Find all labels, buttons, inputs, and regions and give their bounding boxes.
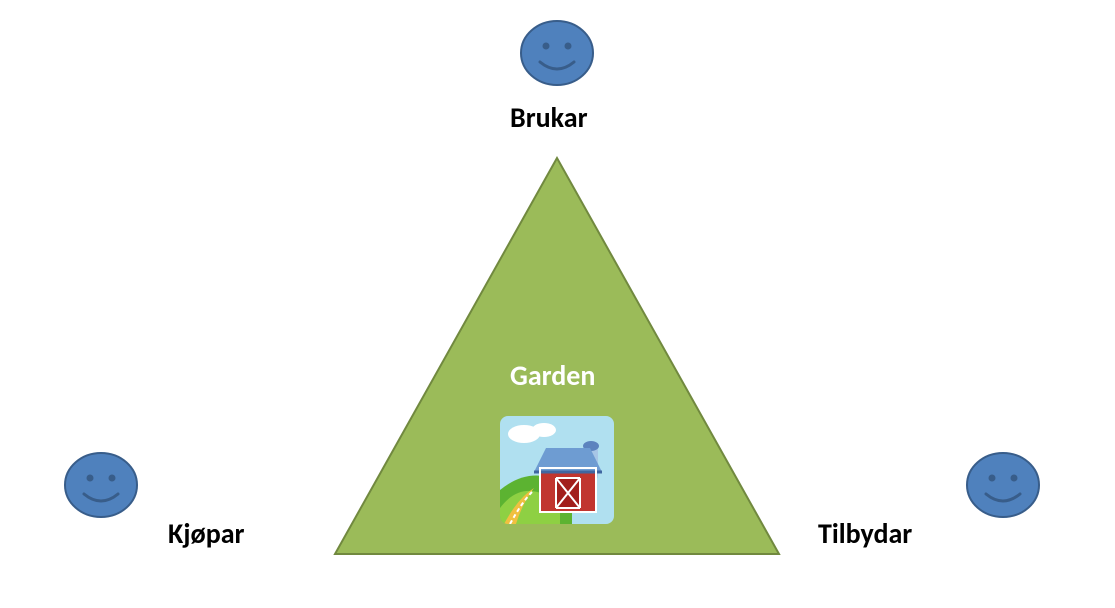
diagram-stage: Garden (0, 0, 1115, 608)
actor-label-top: Brukar (510, 100, 588, 135)
smiley-face-icon (520, 20, 594, 86)
smiley-face-icon (64, 452, 138, 518)
smiley-face-icon (966, 452, 1040, 518)
actor-label-left: Kjøpar (168, 516, 245, 551)
farm-house-icon (500, 416, 614, 524)
actor-label-right: Tilbydar (818, 516, 912, 551)
center-label: Garden (510, 358, 595, 393)
